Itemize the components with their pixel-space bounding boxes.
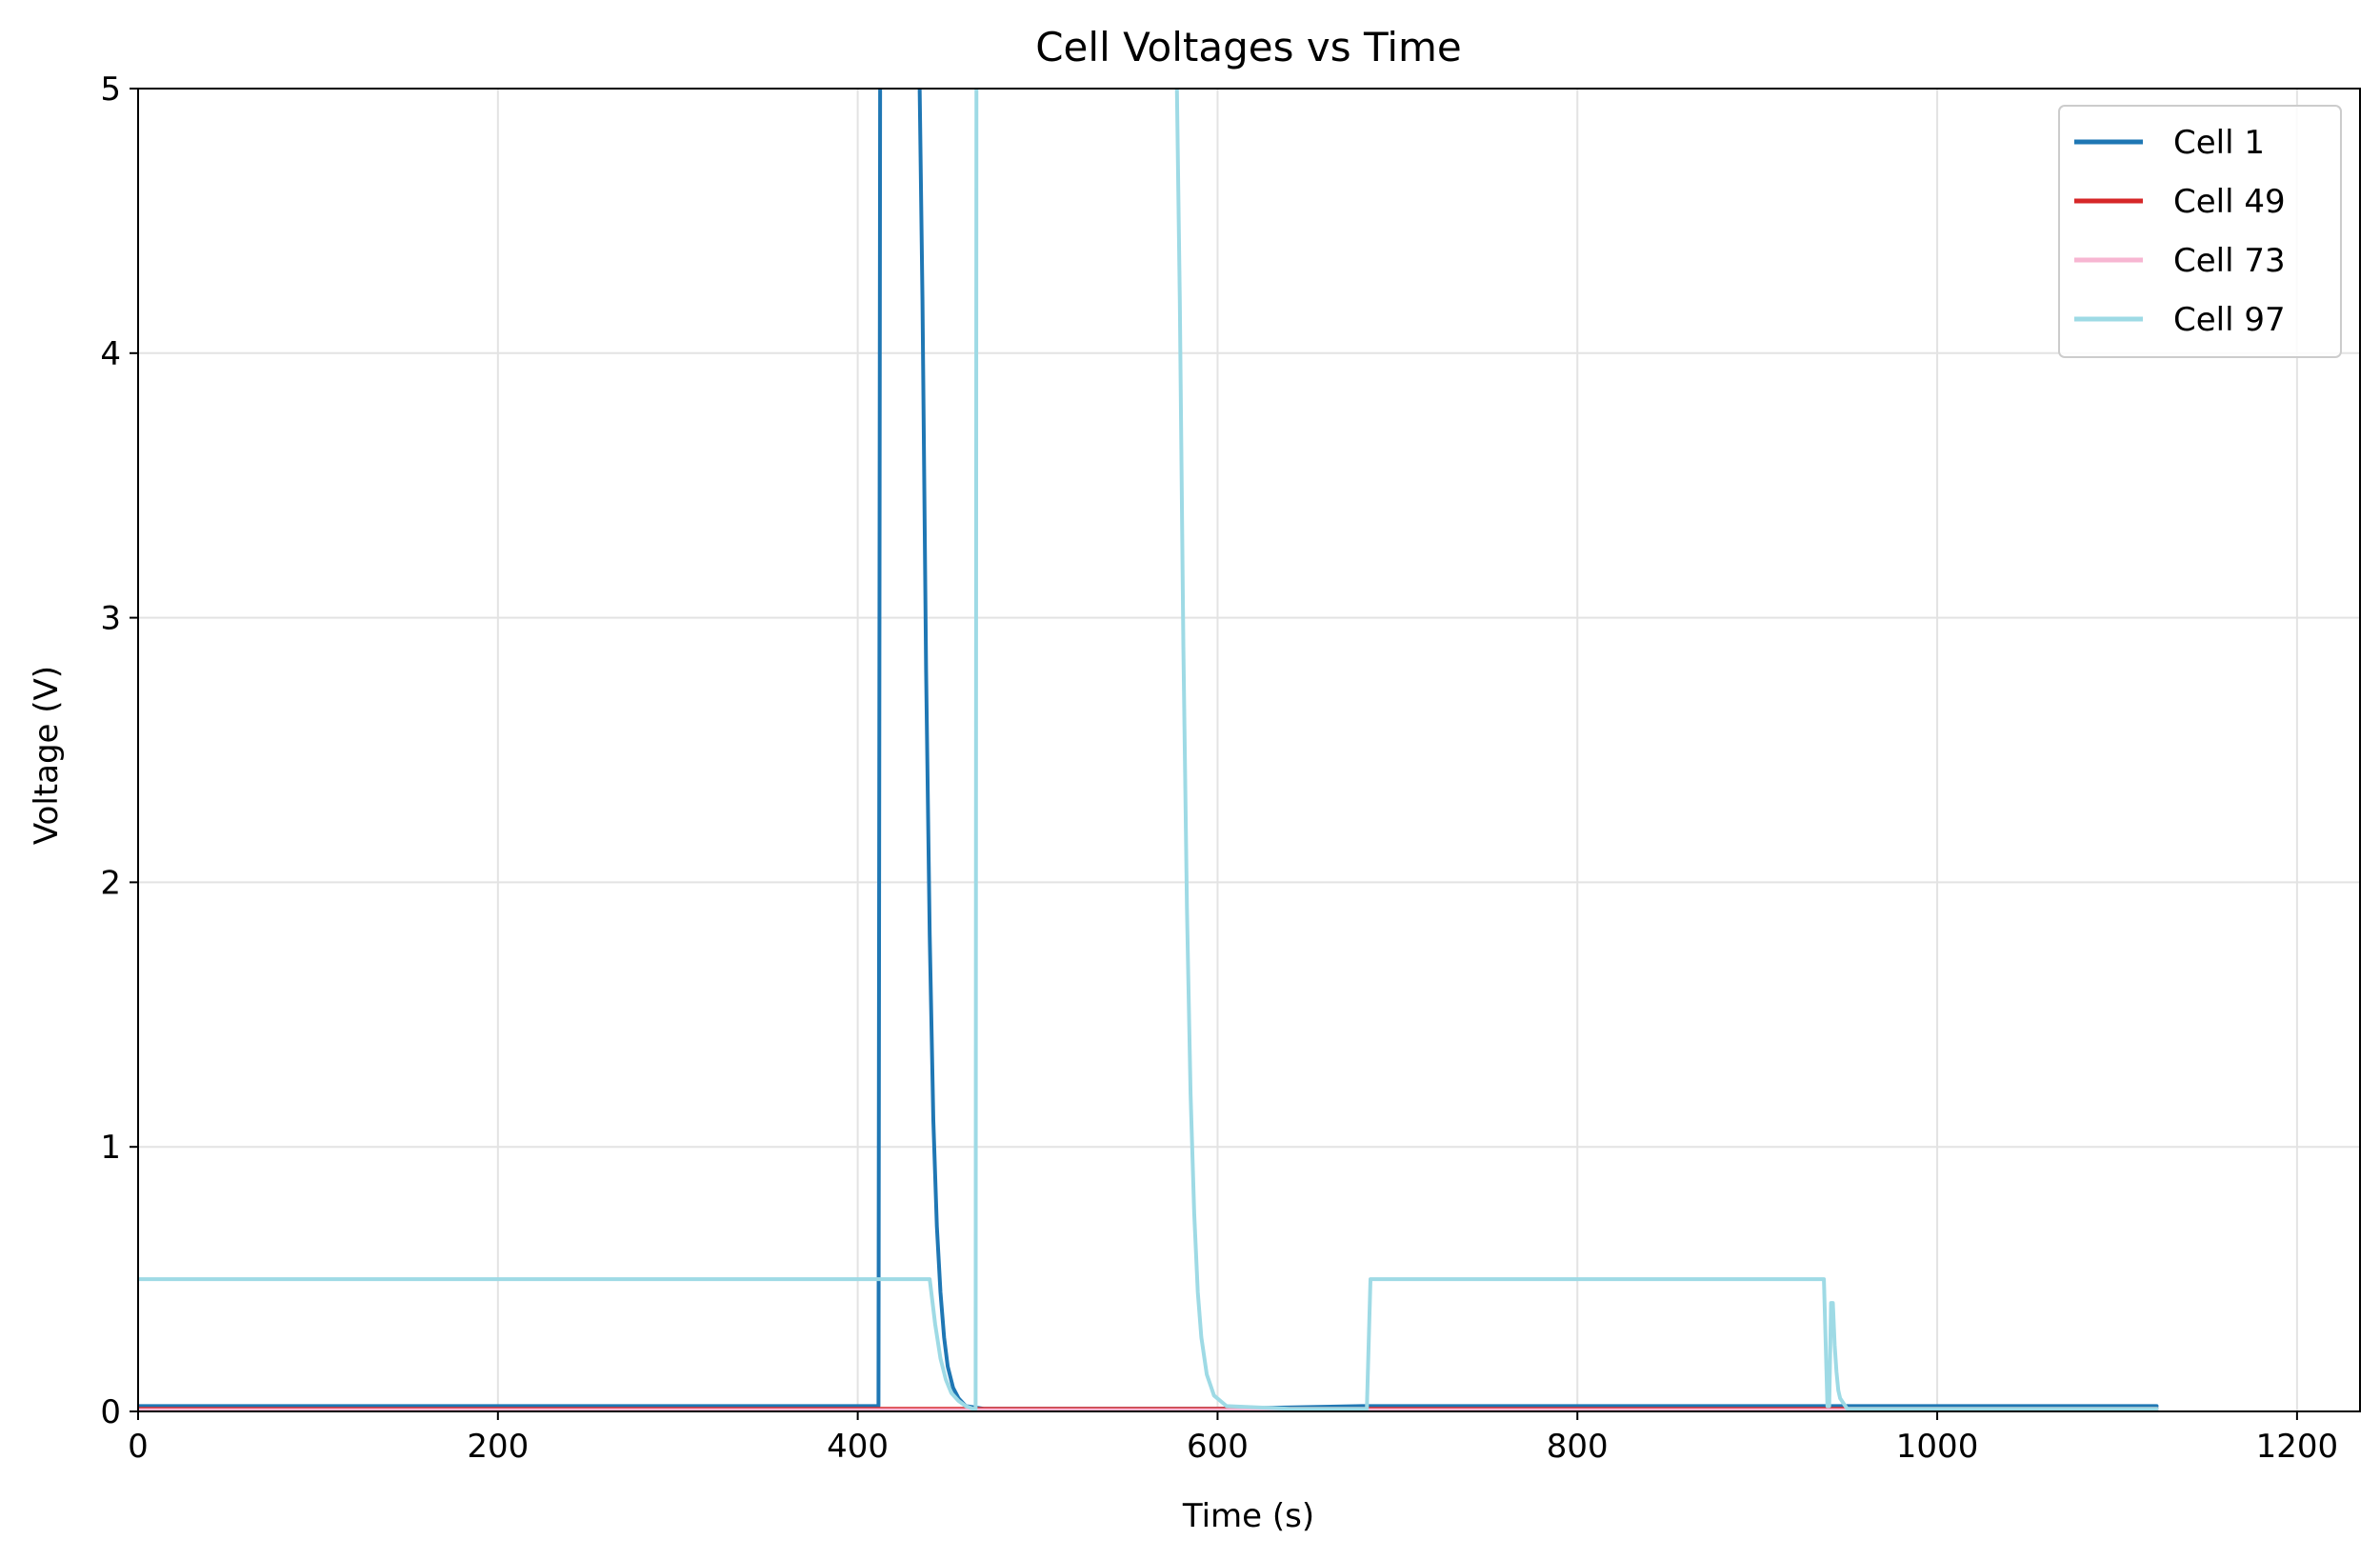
legend-label: Cell 1 bbox=[2173, 124, 2265, 162]
y-tick-label: 5 bbox=[100, 70, 121, 109]
plot-lines bbox=[138, 89, 2159, 1411]
legend-label: Cell 73 bbox=[2173, 242, 2286, 280]
x-axis-label: Time (s) bbox=[1182, 1497, 1314, 1535]
legend-label: Cell 97 bbox=[2173, 301, 2286, 339]
x-tick-label: 1200 bbox=[2256, 1428, 2339, 1466]
y-tick-label: 4 bbox=[100, 335, 121, 373]
x-tick-label: 1000 bbox=[1896, 1428, 1979, 1466]
y-tick-label: 1 bbox=[100, 1129, 121, 1167]
y-axis-label: Voltage (V) bbox=[28, 666, 66, 845]
x-tick-label: 200 bbox=[467, 1428, 529, 1466]
chart-title: Cell Voltages vs Time bbox=[1035, 24, 1462, 70]
axis-ticks: 0 200 400 600 800 1000 1200 0 1 2 3 4 5 bbox=[100, 70, 2338, 1466]
series-line-cell-97 bbox=[138, 89, 2159, 1411]
x-tick-label: 800 bbox=[1547, 1428, 1609, 1466]
x-tick-label: 400 bbox=[827, 1428, 889, 1466]
x-tick-label: 0 bbox=[128, 1428, 149, 1466]
y-tick-label: 2 bbox=[100, 864, 121, 902]
series-line-cell-1 bbox=[138, 89, 2159, 1411]
legend-box bbox=[2058, 105, 2342, 358]
x-tick-label: 600 bbox=[1187, 1428, 1249, 1466]
grid-lines bbox=[137, 88, 2360, 1412]
y-tick-label: 3 bbox=[100, 600, 121, 638]
axes-frame bbox=[137, 88, 2361, 1412]
y-tick-label: 0 bbox=[100, 1393, 121, 1431]
legend-label: Cell 49 bbox=[2173, 183, 2286, 221]
legend: Cell 1 Cell 49 Cell 73 Cell 97 bbox=[2058, 105, 2342, 358]
